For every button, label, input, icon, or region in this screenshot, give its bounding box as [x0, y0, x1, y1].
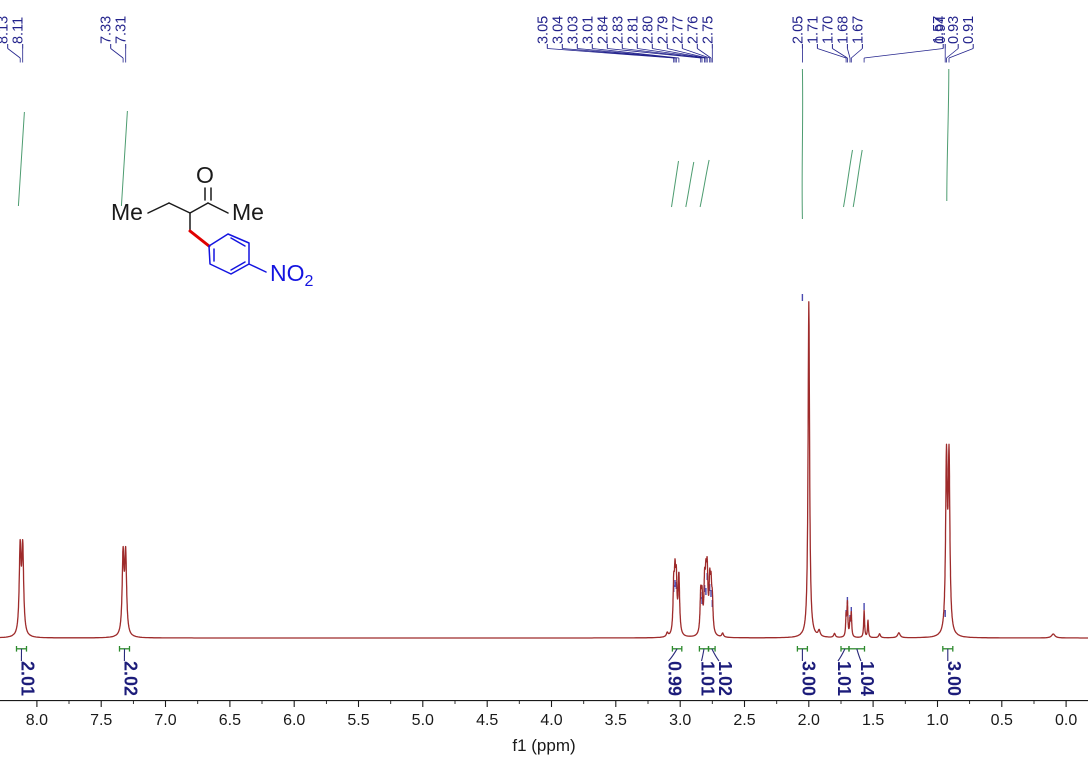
- svg-text:1.70: 1.70: [820, 16, 836, 44]
- svg-text:2.0: 2.0: [798, 712, 820, 729]
- svg-text:1.67: 1.67: [850, 16, 866, 44]
- svg-text:2.80: 2.80: [640, 16, 656, 44]
- svg-text:5.0: 5.0: [412, 712, 434, 729]
- svg-text:3.03: 3.03: [565, 16, 581, 44]
- svg-text:Me: Me: [111, 199, 143, 225]
- svg-text:2.84: 2.84: [595, 16, 611, 44]
- svg-text:2.81: 2.81: [625, 16, 641, 44]
- svg-text:7.0: 7.0: [154, 712, 176, 729]
- svg-text:4.0: 4.0: [540, 712, 562, 729]
- svg-text:0.99: 0.99: [665, 661, 685, 696]
- svg-text:2.02: 2.02: [120, 661, 140, 696]
- svg-text:2.5: 2.5: [733, 712, 755, 729]
- svg-text:1.5: 1.5: [862, 712, 884, 729]
- svg-text:1.04: 1.04: [857, 661, 877, 696]
- svg-text:0.93: 0.93: [946, 16, 962, 44]
- svg-text:2.77: 2.77: [670, 16, 686, 44]
- svg-text:2.75: 2.75: [700, 16, 716, 44]
- svg-text:7.31: 7.31: [114, 16, 130, 44]
- svg-text:7.33: 7.33: [99, 16, 115, 44]
- svg-text:3.05: 3.05: [535, 16, 551, 44]
- svg-text:2.01: 2.01: [17, 661, 37, 696]
- svg-text:8.11: 8.11: [11, 17, 27, 44]
- svg-text:3.5: 3.5: [605, 712, 627, 729]
- svg-text:O: O: [196, 162, 214, 188]
- svg-text:5.5: 5.5: [347, 712, 369, 729]
- svg-text:2.79: 2.79: [655, 16, 671, 44]
- svg-text:f1 (ppm): f1 (ppm): [512, 736, 575, 755]
- svg-text:7.5: 7.5: [90, 712, 112, 729]
- svg-text:3.00: 3.00: [944, 661, 964, 696]
- svg-text:1.01: 1.01: [834, 661, 854, 696]
- svg-text:8.0: 8.0: [26, 712, 48, 729]
- svg-text:3.0: 3.0: [669, 712, 691, 729]
- svg-text:2.05: 2.05: [790, 16, 806, 44]
- svg-text:2.83: 2.83: [610, 16, 626, 44]
- svg-text:6.0: 6.0: [283, 712, 305, 729]
- svg-text:3.01: 3.01: [580, 16, 596, 44]
- svg-text:4.5: 4.5: [476, 712, 498, 729]
- svg-text:3.00: 3.00: [798, 661, 818, 696]
- svg-text:1.0: 1.0: [926, 712, 948, 729]
- svg-text:1.01: 1.01: [698, 661, 718, 696]
- svg-text:2.76: 2.76: [685, 16, 701, 44]
- svg-text:1.68: 1.68: [835, 16, 851, 44]
- svg-text:1.71: 1.71: [805, 16, 821, 44]
- svg-text:6.5: 6.5: [219, 712, 241, 729]
- svg-text:3.04: 3.04: [550, 16, 566, 44]
- svg-text:0.5: 0.5: [991, 712, 1013, 729]
- svg-text:Me: Me: [232, 199, 264, 225]
- svg-text:0.91: 0.91: [961, 16, 977, 44]
- svg-text:1.02: 1.02: [715, 661, 735, 696]
- svg-text:0.0: 0.0: [1055, 712, 1077, 729]
